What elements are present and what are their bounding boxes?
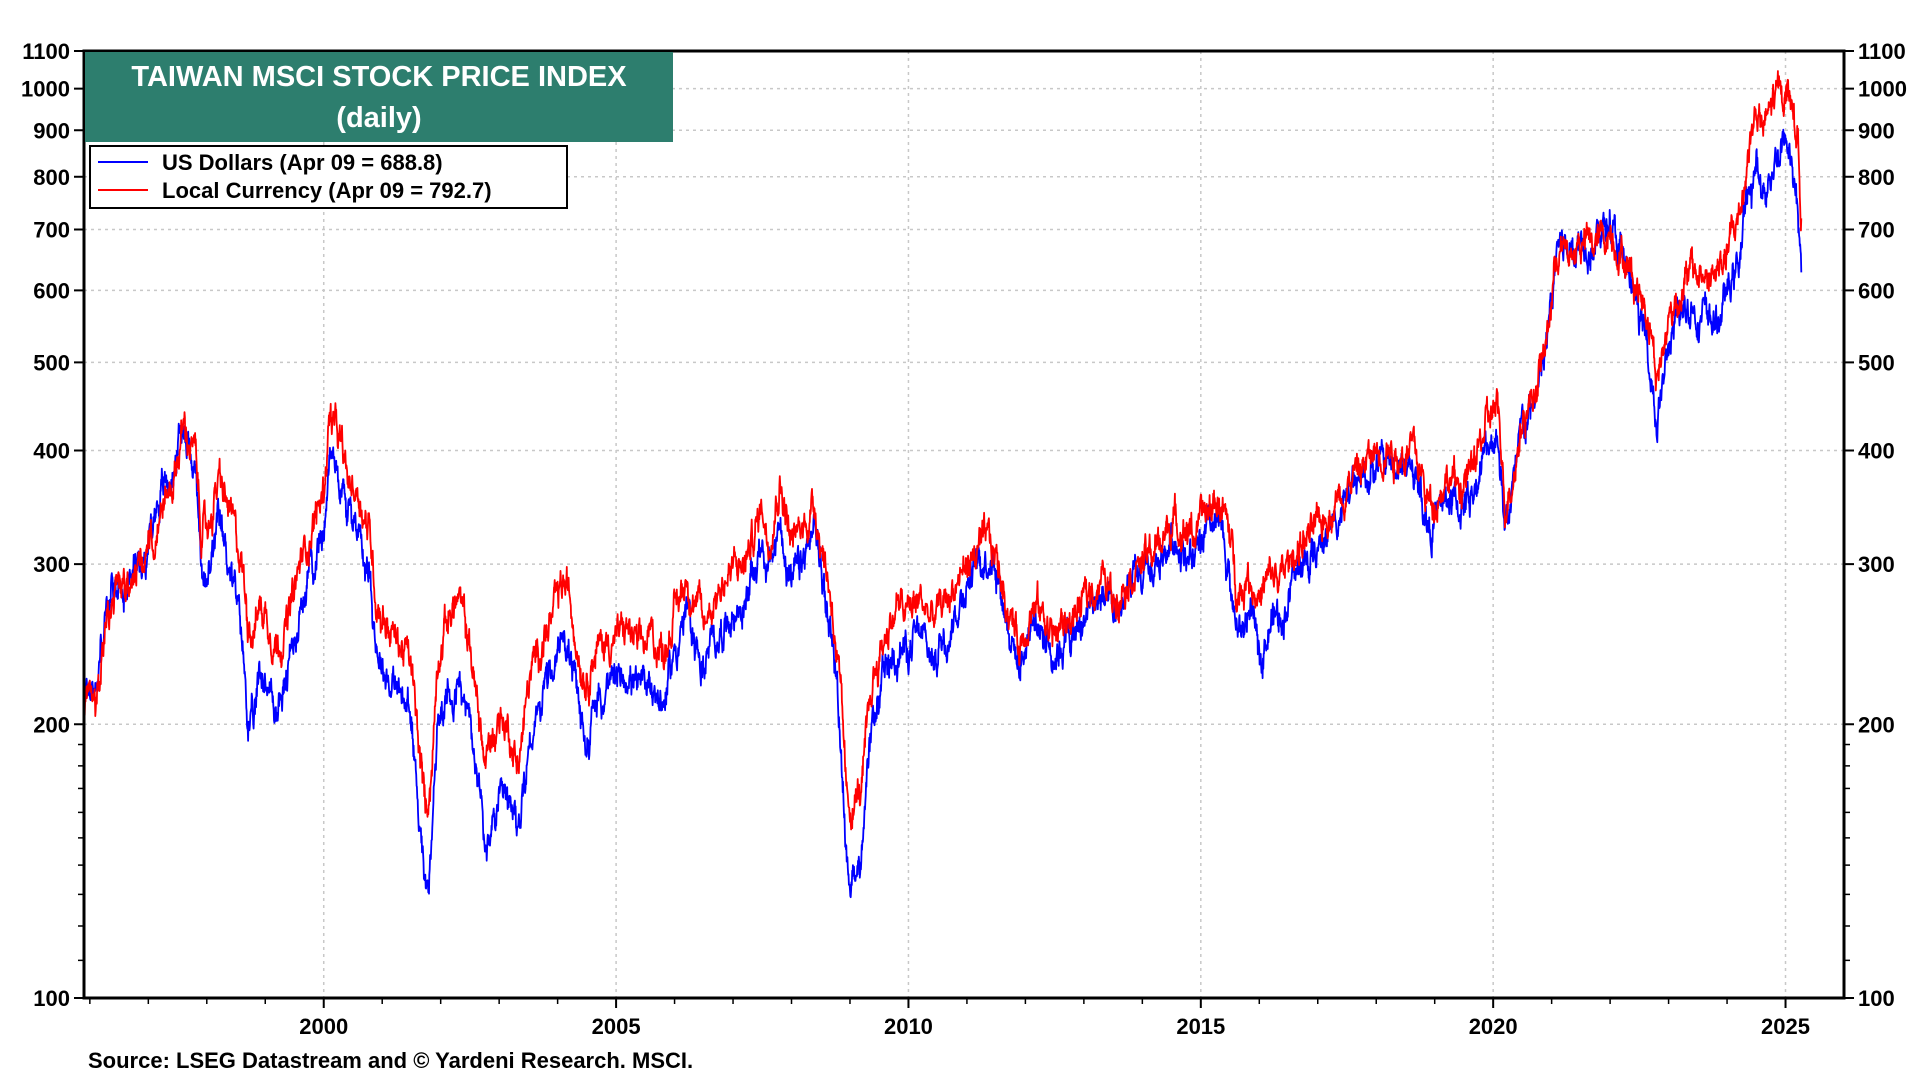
source-note: Source: LSEG Datastream and © Yardeni Re… xyxy=(88,1048,693,1073)
y-tick-label-right: 1000 xyxy=(1858,77,1907,102)
y-tick-label-left: 300 xyxy=(33,552,70,577)
y-tick-label-left: 700 xyxy=(33,218,70,243)
axis-ticks xyxy=(74,50,1854,1008)
x-tick-label: 2010 xyxy=(884,1014,933,1039)
plot-frame xyxy=(82,49,1846,1000)
x-tick-label: 2015 xyxy=(1176,1014,1225,1039)
y-tick-label-right: 100 xyxy=(1858,986,1895,1011)
y-tick-label-right: 1100 xyxy=(1858,39,1906,64)
y-tick-label-left: 200 xyxy=(33,712,70,737)
y-tick-label-right: 900 xyxy=(1858,118,1895,143)
title-background xyxy=(85,52,673,142)
y-tick-label-left: 600 xyxy=(33,278,70,303)
legend-box xyxy=(89,145,568,209)
tick-labels: 100 100 200 200 300 300 400 400 500 500 600 600 700 7… xyxy=(21,39,1907,1039)
title-box: TAIWAN MSCI STOCK PRICE INDEX (daily) xyxy=(85,52,673,142)
x-tick-label: 2000 xyxy=(299,1014,348,1039)
y-tick-label-right: 200 xyxy=(1858,712,1895,737)
x-tick-label: 2005 xyxy=(592,1014,641,1039)
y-tick-label-right: 600 xyxy=(1858,278,1895,303)
y-tick-label-left: 1000 xyxy=(21,77,70,102)
legend-label-usd: US Dollars (Apr 09 = 688.8) xyxy=(162,150,443,175)
y-tick-label-left: 500 xyxy=(33,350,70,375)
chart-subtitle: (daily) xyxy=(336,102,421,134)
chart-title: TAIWAN MSCI STOCK PRICE INDEX xyxy=(131,61,627,93)
series-line-local xyxy=(83,70,1803,831)
y-tick-label-right: 800 xyxy=(1858,165,1895,190)
x-tick-label: 2025 xyxy=(1761,1014,1810,1039)
series-lines xyxy=(83,70,1803,899)
y-tick-label-right: 400 xyxy=(1858,439,1895,464)
y-tick-label-left: 400 xyxy=(33,439,70,464)
x-tick-label: 2020 xyxy=(1469,1014,1518,1039)
y-tick-label-right: 700 xyxy=(1858,218,1895,243)
y-tick-label-left: 800 xyxy=(33,165,70,190)
y-tick-label-left: 1100 xyxy=(22,39,70,64)
legend-label-local: Local Currency (Apr 09 = 792.7) xyxy=(162,178,492,203)
y-tick-label-right: 300 xyxy=(1858,552,1895,577)
legend: US Dollars (Apr 09 = 688.8) Local Curren… xyxy=(89,145,568,209)
y-tick-label-right: 500 xyxy=(1858,350,1895,375)
y-tick-label-left: 100 xyxy=(33,986,70,1011)
y-tick-label-left: 900 xyxy=(33,118,70,143)
